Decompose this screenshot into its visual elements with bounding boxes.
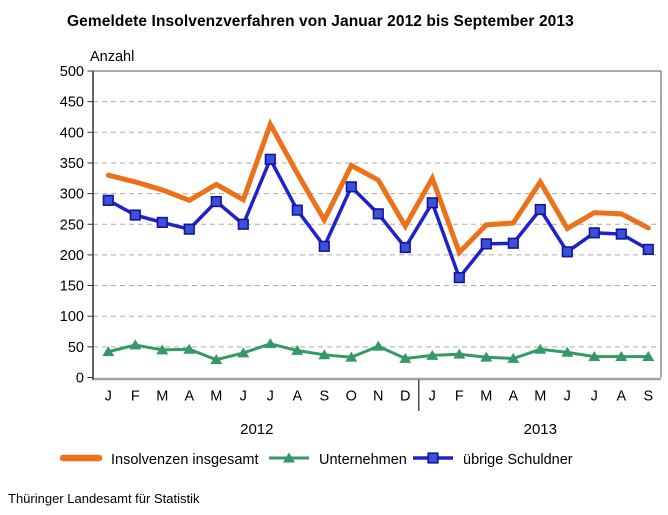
legend-label: Unternehmen [319,452,407,468]
svg-text:J: J [429,389,436,405]
svg-text:250: 250 [60,217,84,233]
svg-text:450: 450 [60,95,84,111]
svg-text:M: M [210,389,222,405]
svg-text:400: 400 [60,125,84,141]
legend-label: Insolvenzen insgesamt [111,452,259,468]
svg-text:N: N [373,389,383,405]
svg-text:M: M [534,389,546,405]
other-debtors-line-swatch-icon [412,450,454,471]
legend-item-unternehmen: Unternehmen [268,449,407,471]
svg-text:J: J [564,389,571,405]
chart-legend: Insolvenzen insgesamt Unternehmen übrige… [0,449,668,471]
svg-text:50: 50 [68,340,84,356]
svg-text:500: 500 [60,64,84,80]
svg-text:D: D [400,389,410,405]
companies-line-swatch-icon [268,450,310,471]
svg-text:F: F [131,389,140,405]
svg-text:J: J [267,389,274,405]
svg-text:100: 100 [60,309,84,325]
total-line-swatch-icon [59,450,103,471]
svg-text:J: J [105,389,112,405]
svg-text:S: S [319,389,329,405]
svg-text:O: O [346,389,357,405]
svg-text:350: 350 [60,156,84,172]
svg-text:2013: 2013 [524,421,557,438]
legend-label: übrige Schuldner [463,452,573,468]
svg-text:A: A [184,389,194,405]
svg-text:S: S [643,389,653,405]
svg-text:M: M [480,389,492,405]
svg-text:A: A [292,389,302,405]
legend-item-insolvenzen-insgesamt: Insolvenzen insgesamt [59,449,259,471]
svg-text:A: A [616,389,626,405]
chart-title: Gemeldete Insolvenzverfahren von Januar … [67,13,574,30]
svg-text:300: 300 [60,187,84,203]
svg-text:2012: 2012 [240,421,273,438]
svg-text:Anzahl: Anzahl [90,49,134,65]
svg-text:J: J [591,389,598,405]
svg-text:F: F [455,389,464,405]
svg-text:M: M [156,389,168,405]
svg-text:A: A [508,389,518,405]
source-note: Thüringer Landesamt für Statistik [8,491,200,506]
legend-item-uebrige-schuldner: übrige Schuldner [412,449,573,471]
svg-text:150: 150 [60,279,84,295]
svg-text:200: 200 [60,248,84,264]
svg-text:J: J [240,389,247,405]
svg-text:0: 0 [76,371,84,387]
